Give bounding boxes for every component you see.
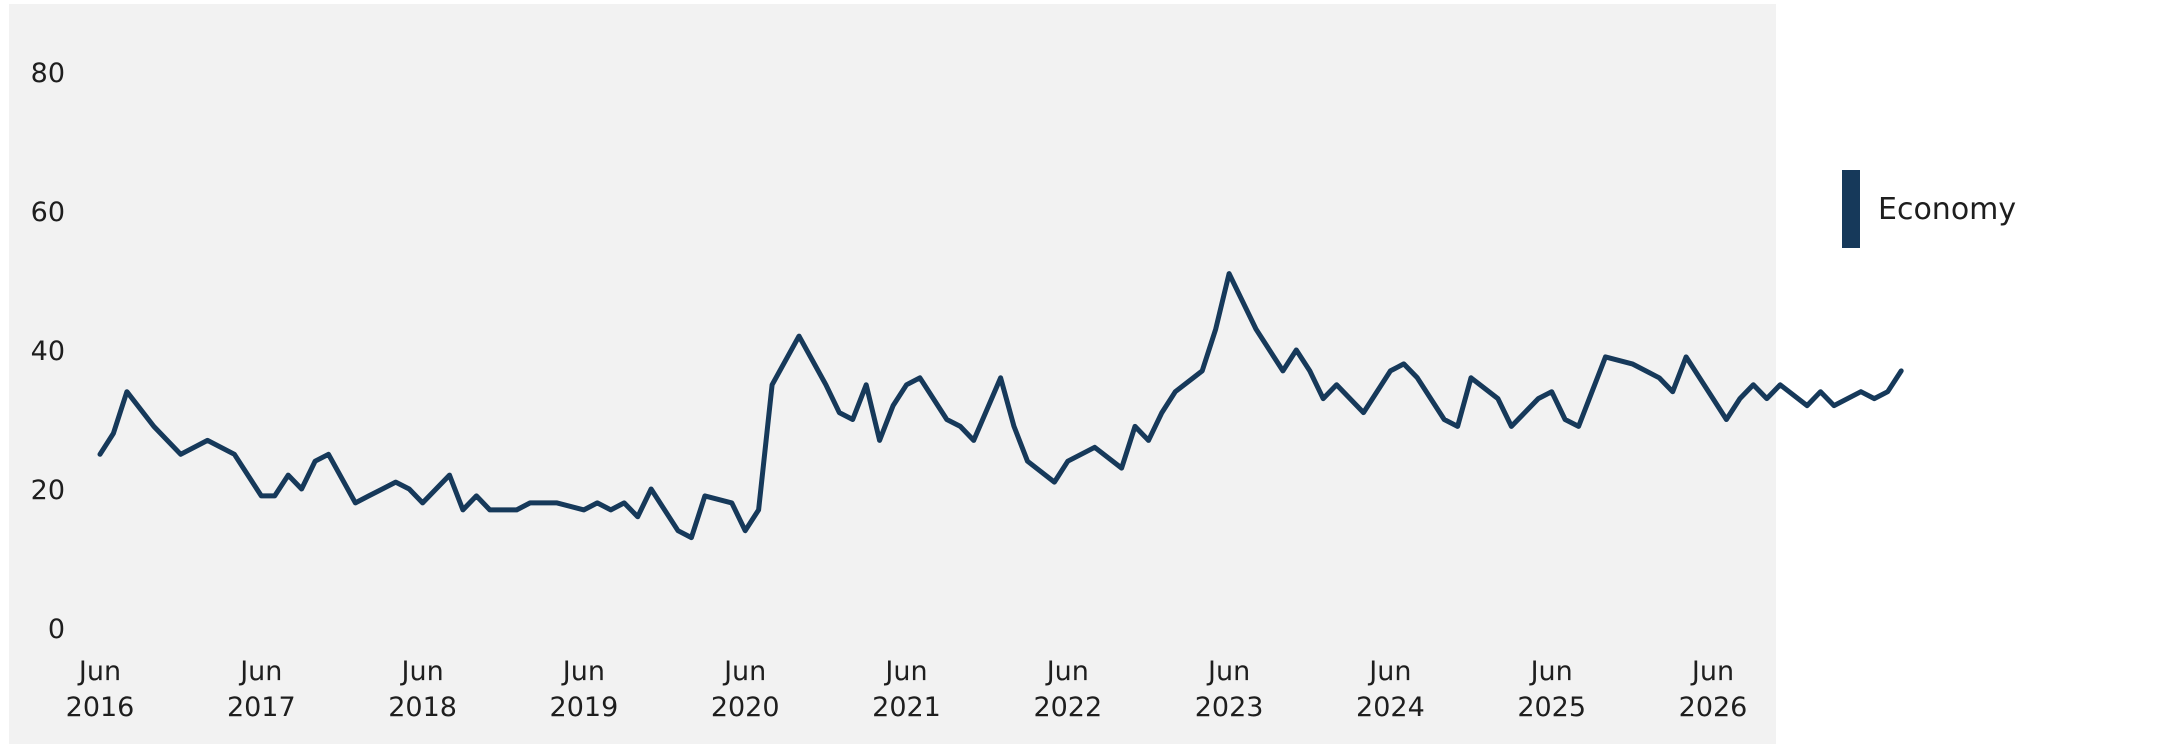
- legend-label: Economy: [1878, 192, 2017, 227]
- y-axis: 0 20 40 60 80: [31, 58, 65, 645]
- x-tick-label-month: Jun: [1690, 656, 1734, 687]
- x-tick: Jun 2019: [550, 656, 619, 723]
- x-tick-label-year: 2025: [1517, 692, 1586, 723]
- x-tick-label-year: 2022: [1033, 692, 1102, 723]
- x-tick-label-month: Jun: [1529, 656, 1573, 687]
- x-tick-label-year: 2017: [227, 692, 296, 723]
- x-tick-label-year: 2026: [1679, 692, 1748, 723]
- x-tick: Jun 2016: [66, 656, 135, 723]
- x-tick-label-year: 2024: [1356, 692, 1425, 723]
- x-tick: Jun 2018: [388, 656, 457, 723]
- x-tick-label-year: 2019: [550, 692, 619, 723]
- plot-area: [9, 4, 1776, 744]
- x-tick: Jun 2021: [872, 656, 941, 723]
- x-tick: Jun 2023: [1195, 656, 1264, 723]
- y-tick-label: 20: [31, 475, 65, 506]
- x-tick-label-year: 2023: [1195, 692, 1264, 723]
- legend-swatch: [1842, 170, 1860, 248]
- x-tick-label-month: Jun: [238, 656, 282, 687]
- x-tick: Jun 2020: [711, 656, 780, 723]
- x-tick-label-month: Jun: [561, 656, 605, 687]
- x-tick-label-month: Jun: [77, 656, 121, 687]
- x-tick-label-year: 2016: [66, 692, 135, 723]
- x-tick: Jun 2025: [1517, 656, 1586, 723]
- legend-item: Economy: [1838, 170, 2158, 248]
- y-tick-label: 80: [31, 58, 65, 89]
- series-lines: [97, 271, 1904, 541]
- x-tick: Jun 2024: [1356, 656, 1425, 723]
- x-tick-label-month: Jun: [722, 656, 766, 687]
- x-tick-label-month: Jun: [400, 656, 444, 687]
- x-tick-label-month: Jun: [1045, 656, 1089, 687]
- x-tick-label-year: 2020: [711, 692, 780, 723]
- x-tick-label-year: 2021: [872, 692, 941, 723]
- x-tick: Jun 2022: [1033, 656, 1102, 723]
- x-tick: Jun 2017: [227, 656, 296, 723]
- y-tick-label: 40: [31, 336, 65, 367]
- x-tick: Jun 2026: [1679, 656, 1748, 723]
- y-tick-label: 0: [48, 614, 65, 645]
- x-tick-label-month: Jun: [1206, 656, 1250, 687]
- x-tick-label-year: 2018: [388, 692, 457, 723]
- x-tick-label-month: Jun: [883, 656, 927, 687]
- legend: Economy: [1838, 170, 2158, 280]
- x-tick-label-month: Jun: [1367, 656, 1411, 687]
- x-axis: Jun 2016 Jun 2017 Jun 2018 Jun 2019 Jun 2020 Jun 20…: [66, 656, 1748, 723]
- series-line-economy: [97, 271, 1904, 541]
- y-tick-label: 60: [31, 197, 65, 228]
